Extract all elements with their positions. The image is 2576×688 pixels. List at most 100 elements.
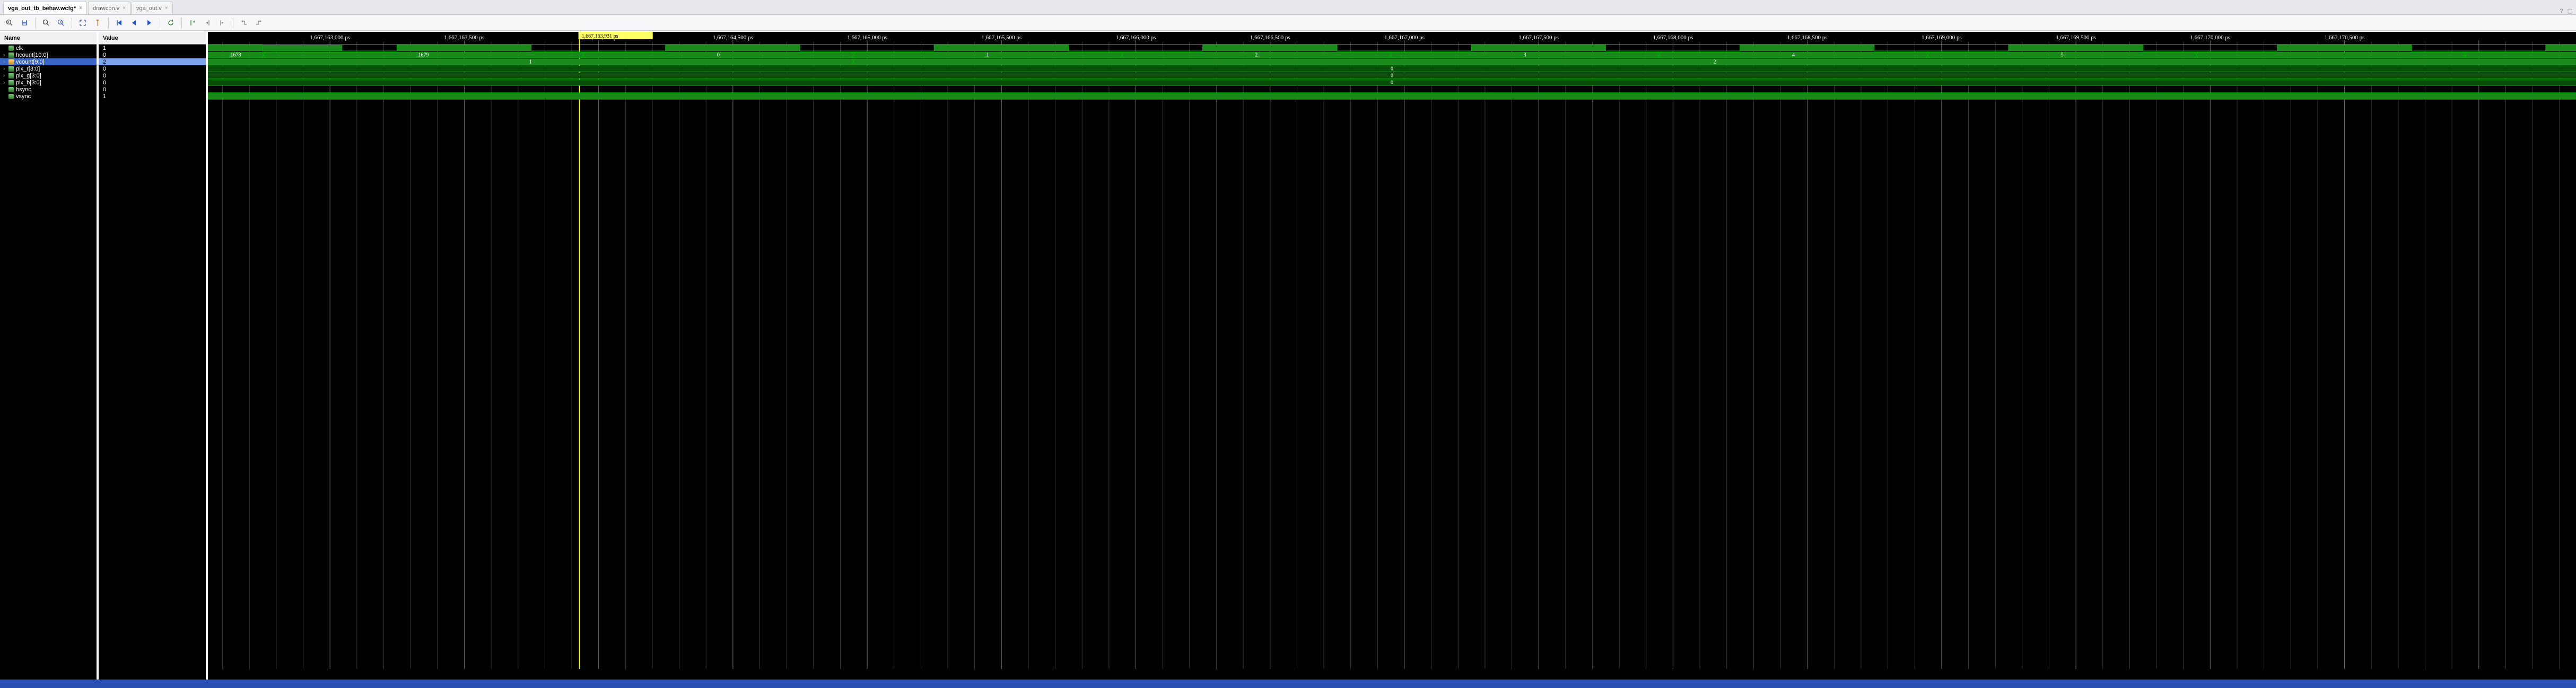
signal-row-vcount-9-0-[interactable]: › vcount[9:0]	[0, 58, 97, 65]
toolbar-separator	[108, 18, 109, 28]
fit-button[interactable]	[76, 16, 89, 29]
file-tab-1[interactable]: drawcon.v×	[88, 2, 130, 14]
cursor-marker-button[interactable]	[91, 16, 104, 29]
prev-edge-icon	[240, 19, 248, 27]
bus-icon	[8, 73, 14, 79]
close-tab-icon[interactable]: ×	[79, 5, 82, 11]
zoom-out-icon	[42, 19, 50, 27]
expand-icon[interactable]: ›	[3, 66, 7, 72]
signal-value-5[interactable]: 0	[99, 79, 206, 86]
next-marker-icon	[219, 19, 226, 27]
svg-text:1,667,170,500 ps: 1,667,170,500 ps	[2325, 34, 2365, 41]
file-tab-label: vga_out.v	[136, 5, 162, 12]
signal-row-pix-b-3-0-[interactable]: › pix_b[3:0]	[0, 79, 97, 86]
svg-text:1,667,168,000 ps: 1,667,168,000 ps	[1653, 34, 1693, 41]
svg-text:1,667,166,500 ps: 1,667,166,500 ps	[1250, 34, 1290, 41]
svg-text:1,667,165,500 ps: 1,667,165,500 ps	[981, 34, 1021, 41]
wire-icon	[8, 87, 14, 92]
bus-icon	[8, 66, 14, 72]
toolbar-separator	[181, 18, 182, 28]
svg-text:1,667,163,500 ps: 1,667,163,500 ps	[444, 34, 485, 41]
save-icon	[21, 19, 28, 27]
svg-text:0: 0	[717, 53, 720, 58]
signal-name-label: hsync	[16, 86, 31, 93]
svg-text:2: 2	[1714, 59, 1716, 65]
zoom-in-2-icon	[57, 19, 65, 27]
step-back-button[interactable]	[128, 16, 141, 29]
svg-text:1,667,169,000 ps: 1,667,169,000 ps	[1922, 34, 1962, 41]
svg-text:1,667,163,000 ps: 1,667,163,000 ps	[310, 34, 350, 41]
file-tab-label: vga_out_tb_behav.wcfg*	[8, 5, 76, 12]
save-button[interactable]	[18, 16, 31, 29]
signal-value-3[interactable]: 0	[99, 65, 206, 72]
signal-row-hsync[interactable]: hsync	[0, 86, 97, 93]
svg-text:1,667,169,500 ps: 1,667,169,500 ps	[2056, 34, 2096, 41]
add-marker-button[interactable]	[186, 16, 199, 29]
step-fwd-icon	[145, 19, 153, 27]
prev-edge-button[interactable]	[238, 16, 250, 29]
goto-start-button[interactable]	[113, 16, 126, 29]
signal-name-panel: Name clk › hcount[10:0] › vcount[9:0] › pix_r[…	[0, 32, 99, 688]
column-header-value[interactable]: Value	[99, 32, 206, 45]
expand-icon[interactable]: ›	[3, 59, 7, 65]
zoom-in-2-button[interactable]	[55, 16, 67, 29]
svg-text:1,667,168,500 ps: 1,667,168,500 ps	[1787, 34, 1828, 41]
waveform-panel[interactable]: 1,667,163,000 ps 1,667,163,500 ps 1,667,16…	[208, 32, 2576, 688]
zoom-out-button[interactable]	[40, 16, 53, 29]
tabbar-right: ? ▢	[2560, 7, 2576, 14]
signal-row-clk[interactable]: clk	[0, 45, 97, 51]
signal-name-label: vcount[9:0]	[16, 59, 45, 65]
close-tab-icon[interactable]: ×	[123, 5, 126, 11]
reload-icon	[167, 19, 174, 27]
svg-text:4: 4	[1792, 53, 1795, 58]
signal-row-vsync[interactable]: vsync	[0, 93, 97, 100]
svg-text:1,667,165,000 ps: 1,667,165,000 ps	[847, 34, 887, 41]
signal-name-label: pix_b[3:0]	[16, 80, 41, 86]
signal-value-1[interactable]: 0	[99, 51, 206, 58]
help-icon[interactable]: ?	[2560, 8, 2563, 14]
signal-value-panel: Value 10200001	[99, 32, 208, 688]
signal-value-0[interactable]: 1	[99, 45, 206, 51]
svg-text:1679: 1679	[418, 53, 429, 58]
next-marker-button[interactable]	[216, 16, 229, 29]
h-scrollbar-wave[interactable]	[208, 680, 2576, 688]
column-header-name[interactable]: Name	[0, 32, 97, 45]
waveform-svg[interactable]: 1,667,163,000 ps 1,667,163,500 ps 1,667,16…	[208, 32, 2576, 669]
svg-text:1,667,170,000 ps: 1,667,170,000 ps	[2190, 34, 2230, 41]
file-tab-bar: vga_out_tb_behav.wcfg*×drawcon.v×vga_out…	[0, 0, 2576, 15]
svg-text:1,667,167,500 ps: 1,667,167,500 ps	[1518, 34, 1559, 41]
signal-name-label: clk	[16, 45, 23, 51]
signal-value-4[interactable]: 0	[99, 72, 206, 79]
file-tab-2[interactable]: vga_out.v×	[132, 2, 173, 14]
signal-row-hcount-10-0-[interactable]: › hcount[10:0]	[0, 51, 97, 58]
signal-name-label: hcount[10:0]	[16, 52, 48, 58]
file-tab-0[interactable]: vga_out_tb_behav.wcfg*×	[3, 2, 87, 14]
wire-icon	[8, 46, 14, 51]
next-edge-icon	[255, 19, 263, 27]
svg-text:1,667,167,000 ps: 1,667,167,000 ps	[1384, 34, 1425, 41]
signal-value-6[interactable]: 0	[99, 86, 206, 93]
svg-text:1,667,164,500 ps: 1,667,164,500 ps	[713, 34, 753, 41]
svg-text:1: 1	[529, 59, 532, 65]
zoom-in-button[interactable]	[3, 16, 16, 29]
expand-icon[interactable]: ›	[3, 52, 7, 58]
close-tab-icon[interactable]: ×	[165, 5, 168, 11]
expand-icon[interactable]: ›	[3, 80, 7, 86]
signal-row-pix-r-3-0-[interactable]: › pix_r[3:0]	[0, 65, 97, 72]
signal-value-7[interactable]: 1	[99, 93, 206, 100]
maximize-icon[interactable]: ▢	[2568, 7, 2573, 14]
fit-icon	[79, 19, 86, 27]
zoom-in-icon	[6, 19, 13, 27]
svg-text:2: 2	[1255, 53, 1258, 58]
svg-text:1,667,166,000 ps: 1,667,166,000 ps	[1116, 34, 1156, 41]
svg-text:1678: 1678	[231, 53, 241, 58]
bus-icon	[8, 53, 14, 58]
reload-button[interactable]	[164, 16, 177, 29]
prev-marker-button[interactable]	[201, 16, 214, 29]
expand-icon[interactable]: ›	[3, 73, 7, 79]
signal-value-2[interactable]: 2	[99, 58, 206, 65]
signal-row-pix-g-3-0-[interactable]: ›pix_g[3:0]	[0, 72, 97, 79]
signal-name-label: pix_r[3:0]	[16, 66, 40, 72]
step-fwd-button[interactable]	[143, 16, 155, 29]
next-edge-button[interactable]	[252, 16, 265, 29]
